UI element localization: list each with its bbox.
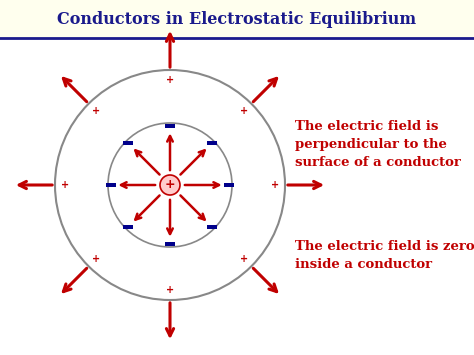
FancyBboxPatch shape: [123, 141, 133, 145]
Text: The electric field is
perpendicular to the
surface of a conductor: The electric field is perpendicular to t…: [295, 120, 461, 169]
Text: +: +: [240, 106, 248, 116]
FancyBboxPatch shape: [123, 225, 133, 229]
Text: +: +: [166, 75, 174, 85]
Circle shape: [55, 70, 285, 300]
Text: The electric field is zero
inside a conductor: The electric field is zero inside a cond…: [295, 240, 474, 271]
FancyBboxPatch shape: [165, 242, 175, 246]
FancyBboxPatch shape: [106, 183, 116, 187]
Text: Conductors in Electrostatic Equilibrium: Conductors in Electrostatic Equilibrium: [57, 11, 417, 27]
Circle shape: [108, 123, 232, 247]
FancyBboxPatch shape: [0, 0, 474, 38]
Text: +: +: [240, 254, 248, 264]
FancyBboxPatch shape: [165, 124, 175, 128]
FancyBboxPatch shape: [207, 225, 217, 229]
Text: +: +: [91, 106, 100, 116]
Text: +: +: [91, 254, 100, 264]
Text: +: +: [164, 179, 175, 191]
FancyBboxPatch shape: [224, 183, 234, 187]
Circle shape: [160, 175, 180, 195]
Text: +: +: [166, 285, 174, 295]
FancyBboxPatch shape: [207, 141, 217, 145]
Text: +: +: [61, 180, 69, 190]
Text: +: +: [271, 180, 279, 190]
